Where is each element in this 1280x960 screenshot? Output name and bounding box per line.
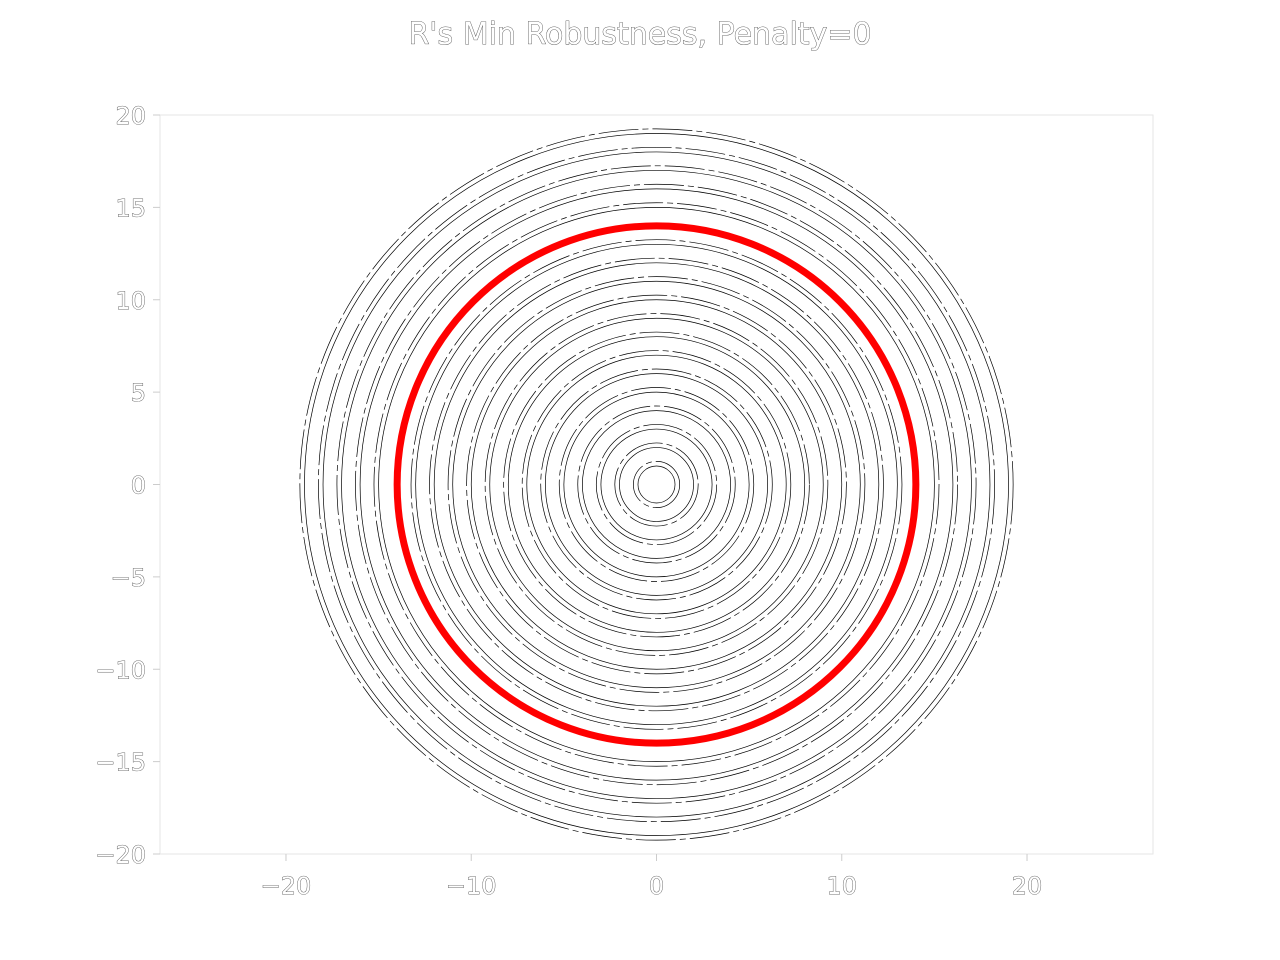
y-axis: −20 −15 −10 −5 0 5 10 15 20: [95, 102, 160, 869]
contour-line-18-b: [318, 146, 995, 823]
contour-line-17-b: [336, 165, 977, 804]
contour-line-16-a: [359, 188, 954, 781]
contour-line-19-b: [299, 128, 1014, 841]
x-axis: −20 −10 0 10 20: [260, 854, 1043, 900]
contour-line-11-a: [452, 280, 861, 689]
x-tick-label: −20: [261, 872, 312, 900]
contour-line-2-b: [614, 442, 699, 527]
contour-line-1-a: [637, 465, 676, 504]
x-tick-label: 10: [826, 872, 857, 900]
contour-line-8-b: [503, 331, 810, 638]
contour-line-9-a: [489, 317, 824, 652]
contour-line-9-b: [484, 313, 829, 656]
contour-line-4-b: [577, 405, 736, 564]
contour-line-15-b: [373, 202, 940, 767]
y-tick-label: 0: [131, 472, 146, 500]
y-tick-label: −5: [111, 564, 146, 592]
x-tick-label: −10: [446, 872, 497, 900]
y-tick-label: 15: [115, 194, 146, 222]
y-tick-label: 20: [115, 102, 146, 130]
contour-line-7-a: [526, 354, 787, 615]
contour-line-2-a: [619, 447, 694, 522]
contour-line-13-a: [415, 243, 898, 726]
y-tick-label: −15: [95, 749, 146, 777]
contour-line-12-b: [429, 257, 884, 712]
contour-line-16-b: [355, 183, 958, 786]
highlight-contour-line: [393, 222, 920, 747]
contour-line-5-b: [558, 387, 755, 582]
contour-line-18-a: [322, 151, 991, 818]
contour-line-3-b: [595, 424, 718, 545]
contour-lines: [299, 128, 1014, 841]
plot-area: [159, 114, 1154, 855]
contour-line-13-b: [410, 239, 903, 730]
y-tick-label: −10: [95, 656, 146, 684]
contour-line-1-b: [632, 461, 681, 508]
contour-line-15-a: [378, 207, 935, 762]
x-tick-label: 20: [1012, 872, 1043, 900]
x-tick-label: 0: [649, 872, 664, 900]
contour-line-6-a: [544, 373, 769, 596]
contour-line-10-b: [466, 294, 847, 675]
contour-line-4-a: [582, 410, 731, 559]
chart-title: R's Min Robustness, Penalty=0: [408, 17, 871, 52]
contour-line-3-a: [600, 428, 713, 541]
contour-line-19-a: [304, 133, 1009, 836]
highlight-contour: [393, 222, 920, 747]
contour-line-5-a: [563, 391, 750, 578]
contour-line-12-a: [433, 262, 880, 707]
y-tick-label: 5: [131, 379, 146, 407]
y-tick-label: −20: [95, 841, 146, 869]
contour-line-6-b: [540, 368, 773, 601]
contour-line-7-b: [521, 350, 792, 619]
contour-line-8-a: [507, 336, 806, 633]
y-tick-label: 10: [115, 287, 146, 315]
contour-line-10-a: [470, 299, 843, 670]
contour-line-17-a: [341, 170, 972, 799]
contour-line-11-b: [447, 276, 866, 693]
